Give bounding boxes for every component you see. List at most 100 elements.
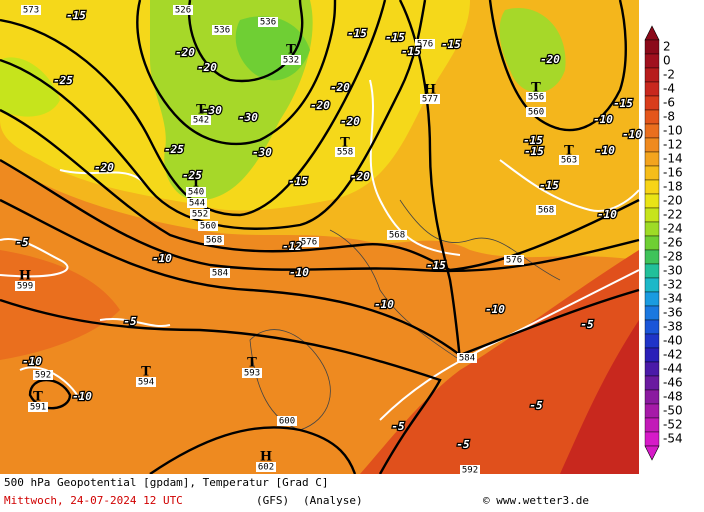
temperature-label: -25 (182, 169, 202, 182)
temperature-label: -30 (238, 111, 258, 124)
height-label: 602 (258, 463, 274, 473)
height-label: 560 (528, 108, 544, 118)
legend-label: -6 (663, 96, 675, 110)
temperature-label: -15 (523, 134, 543, 147)
pressure-center: T (33, 390, 43, 405)
legend-swatch (644, 319, 660, 335)
legend-label: -22 (663, 208, 683, 222)
legend-label: -32 (663, 278, 683, 292)
height-label-box (536, 205, 556, 215)
height-label-box (186, 187, 206, 197)
height-label: 568 (538, 206, 554, 216)
legend-swatch (644, 235, 660, 251)
height-label-box (387, 230, 407, 240)
temperature-label: -12 (282, 240, 302, 253)
legend-swatch (644, 95, 660, 111)
height-label: 568 (389, 231, 405, 241)
temperature-label: -20 (340, 115, 360, 128)
temperature-label: -25 (164, 143, 184, 156)
temperature-label: -15 (66, 9, 86, 22)
height-label-box (33, 370, 53, 380)
height-label: 577 (422, 95, 438, 105)
height-label: 563 (561, 156, 577, 166)
height-label: 592 (462, 466, 478, 476)
legend-swatch (644, 333, 660, 349)
temperature-label: -5 (391, 420, 405, 433)
legend-swatch (644, 39, 660, 55)
height-label-box (457, 353, 477, 363)
pressure-center: H (19, 269, 31, 284)
height-label: 556 (528, 93, 544, 103)
pressure-center: T (340, 136, 350, 151)
geopotential-contour (488, 0, 627, 132)
legend-arrow-top (644, 25, 660, 41)
legend-label: -24 (663, 222, 683, 236)
footer-band (0, 474, 639, 508)
footer-model: (GFS) (256, 494, 289, 507)
height-label: 552 (192, 210, 208, 220)
legend-swatch (644, 137, 660, 153)
height-label-box (191, 115, 211, 125)
temperature-label: -10 (595, 144, 615, 157)
temperature-label: -25 (53, 74, 73, 87)
legend-swatch (644, 151, 660, 167)
legend-label: 2 (663, 40, 671, 54)
temperature-label: -15 (401, 45, 421, 58)
legend-swatch (644, 165, 660, 181)
pressure-center: T (196, 103, 206, 118)
height-label-box (420, 94, 440, 104)
height-label: 536 (214, 26, 230, 36)
legend-swatch (644, 193, 660, 209)
legend-swatch (644, 375, 660, 391)
temperature-label: -15 (347, 27, 367, 40)
height-label-box (299, 237, 319, 247)
geopotential-contour (0, 0, 427, 230)
height-label: 532 (283, 56, 299, 66)
temperature-isotherms (0, 79, 640, 421)
temperature-label: -10 (597, 208, 617, 221)
height-label-box (198, 221, 218, 231)
footer-run: (Analyse) (303, 494, 363, 507)
temperature-label: -15 (426, 259, 446, 272)
temperature-label: -10 (152, 252, 172, 265)
pressure-center: T (141, 365, 151, 380)
temperature-label: -30 (202, 104, 222, 117)
temperature-label: -15 (288, 175, 308, 188)
height-label: 544 (189, 199, 205, 209)
temperature-label: -20 (94, 161, 114, 174)
height-label: 573 (23, 6, 39, 16)
height-label: 584 (459, 354, 475, 364)
temperature-label: -5 (529, 399, 543, 412)
temperature-label: -15 (539, 179, 559, 192)
temperature-label: -10 (289, 266, 309, 279)
height-label-box (335, 147, 355, 157)
legend-label: 0 (663, 54, 671, 68)
legend-label: -46 (663, 376, 683, 390)
height-label: 576 (506, 256, 522, 266)
pressure-center: T (247, 356, 257, 371)
legend-label: -12 (663, 138, 683, 152)
height-label: 536 (260, 18, 276, 28)
pressure-center: H (424, 83, 436, 98)
temperature-label: -10 (72, 390, 92, 403)
temperature-label: -20 (350, 170, 370, 183)
temperature-label: -5 (15, 236, 29, 249)
height-label-box (242, 368, 262, 378)
height-label-box (210, 268, 230, 278)
height-label: 568 (206, 236, 222, 246)
height-label-box (415, 39, 435, 49)
height-label-box (258, 17, 278, 27)
height-label-box (204, 235, 224, 245)
legend-label: -36 (663, 306, 683, 320)
height-label-box (277, 416, 297, 426)
coastlines (249, 199, 561, 431)
geopotential-contour (187, 0, 304, 83)
trough-axis (398, 0, 462, 361)
legend-swatch (644, 67, 660, 83)
field-hot (560, 320, 639, 474)
legend-label: -10 (663, 124, 683, 138)
legend-label: -4 (663, 82, 675, 96)
legend-swatch (644, 123, 660, 139)
legend-label: -2 (663, 68, 675, 82)
